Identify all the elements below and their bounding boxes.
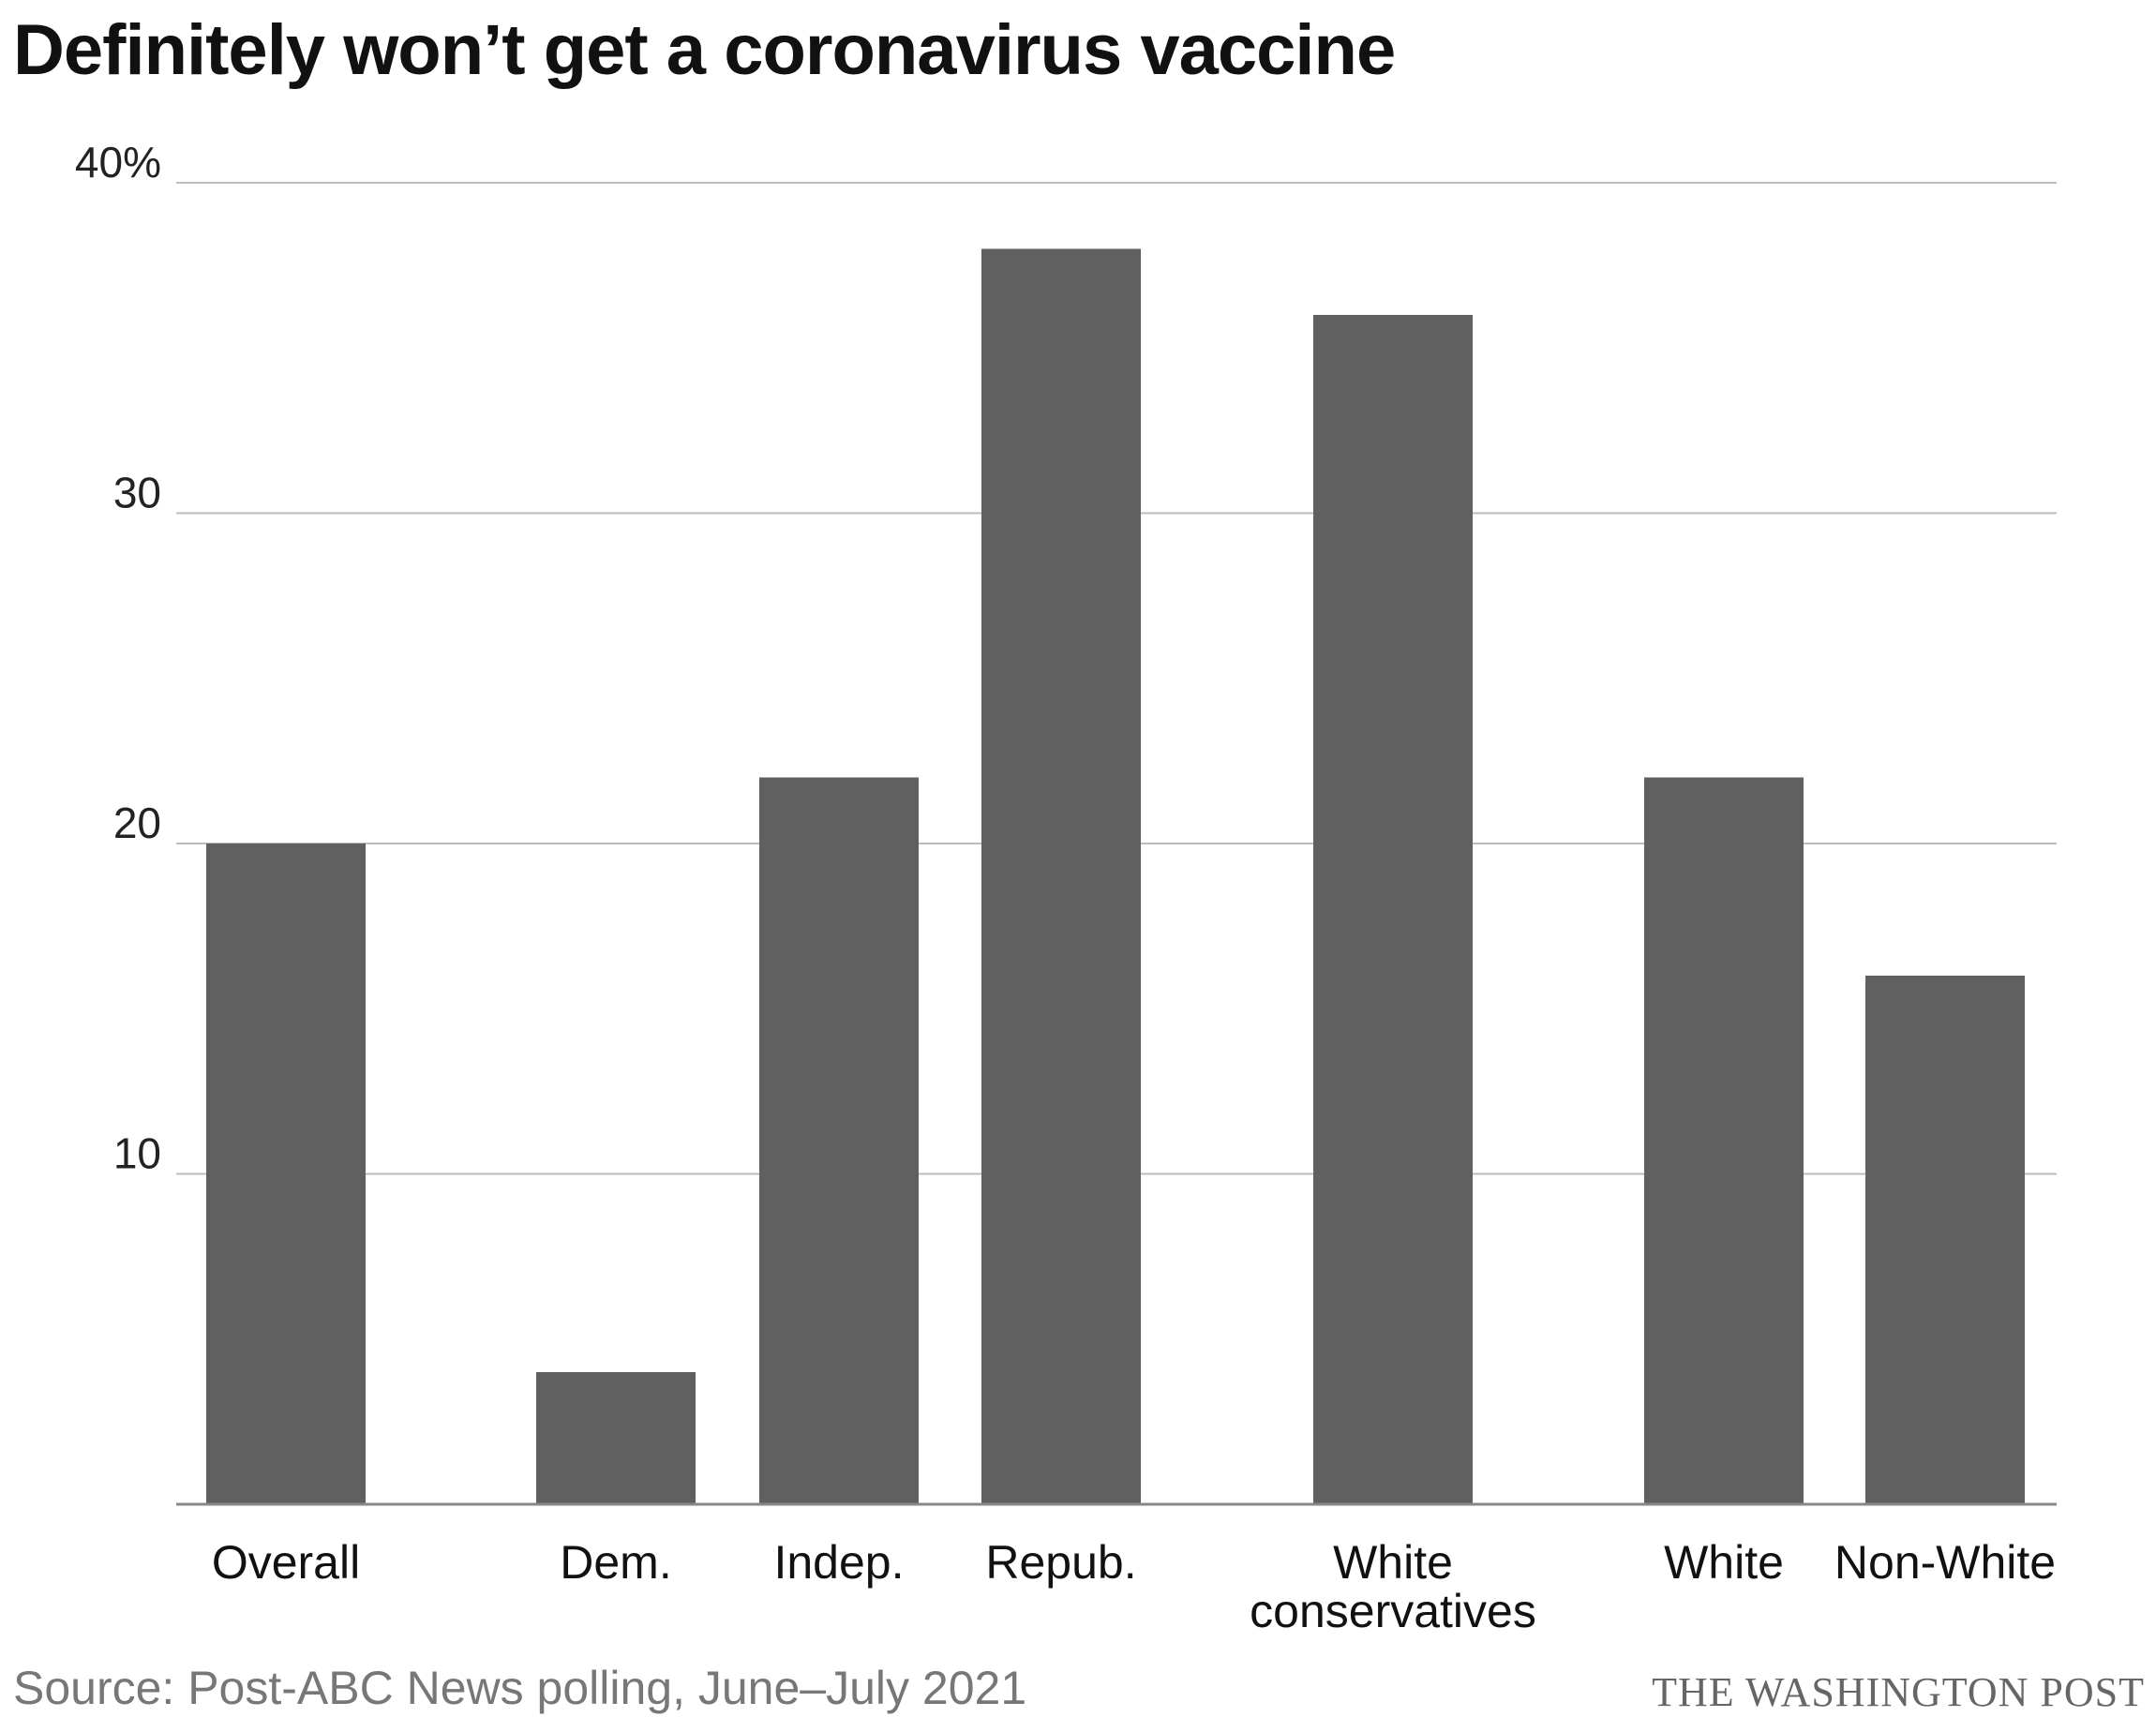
bar-overall [206, 844, 366, 1504]
x-tick-label: conservatives [1250, 1585, 1536, 1637]
bar-white-conservatives [1313, 315, 1473, 1504]
x-tick-label: White [1664, 1536, 1784, 1589]
bar-indep- [759, 777, 919, 1504]
x-tick-label: Non-White [1834, 1536, 2056, 1589]
x-tick-label: Indep. [773, 1536, 904, 1589]
x-tick-label: Repub. [985, 1536, 1136, 1589]
x-tick-label: White [1333, 1536, 1453, 1589]
publisher-credit: THE WASHINGTON POST [1652, 1669, 2145, 1715]
bar-repub- [981, 248, 1141, 1504]
bar-non-white [1865, 976, 2025, 1504]
y-tick-label: 40% [75, 138, 161, 187]
x-tick-label: Overall [212, 1536, 360, 1589]
chart-title: Definitely won’t get a coronavirus vacci… [13, 10, 1396, 90]
source-note: Source: Post-ABC News polling, June–July… [13, 1662, 1027, 1714]
x-tick-label: Dem. [560, 1536, 671, 1589]
y-tick-label: 30 [113, 469, 161, 517]
y-tick-label: 10 [113, 1129, 161, 1178]
bar-white [1644, 777, 1804, 1504]
bar-dem- [536, 1372, 696, 1504]
y-tick-label: 20 [113, 799, 161, 847]
